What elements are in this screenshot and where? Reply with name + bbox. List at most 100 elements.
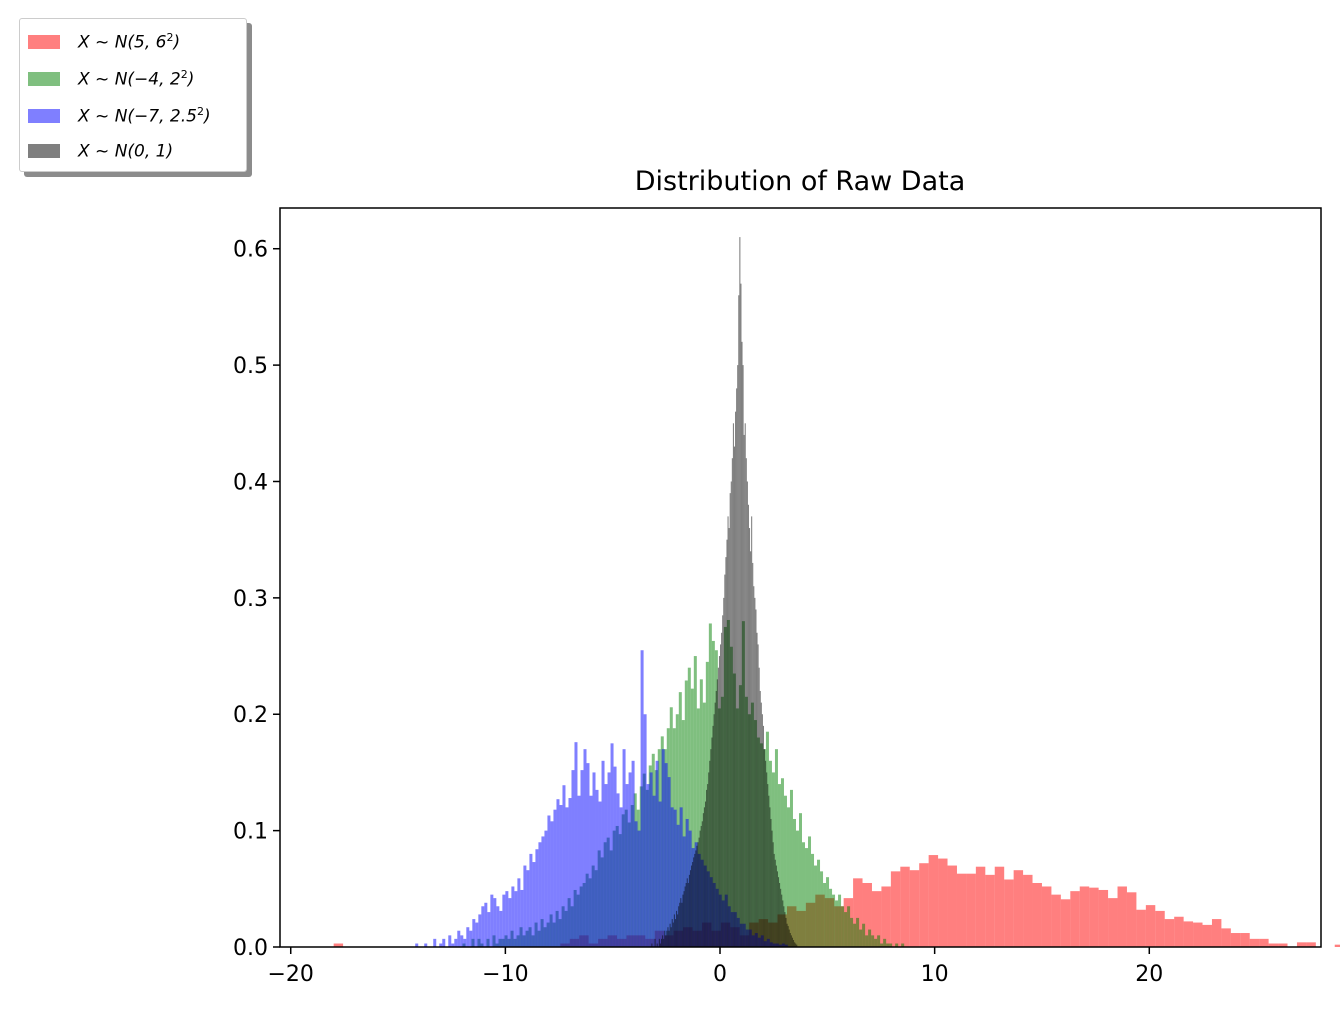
histogram-bar: [583, 749, 587, 947]
histogram-bar: [758, 667, 760, 947]
histogram-bar: [595, 789, 599, 947]
histogram-bar: [823, 882, 827, 947]
histogram-bar: [780, 778, 784, 947]
histogram-bar: [886, 943, 890, 947]
histogram-bar: [654, 938, 656, 947]
histogram-bar: [463, 938, 467, 947]
histogram-bar: [844, 912, 848, 947]
histogram-bar: [715, 690, 717, 947]
histogram-bar: [671, 919, 673, 947]
histogram-bar: [754, 597, 756, 947]
histogram-bar: [1155, 910, 1165, 947]
histogram-bar: [782, 900, 784, 947]
histogram-bar: [706, 789, 708, 947]
y-tick-label: 0.5: [233, 354, 268, 379]
histogram-bar: [693, 656, 697, 947]
histogram-bar: [676, 910, 678, 947]
histogram-bar: [717, 667, 719, 947]
histogram-bar: [663, 938, 665, 947]
histogram-bar: [649, 772, 653, 947]
histogram-bar: [796, 944, 798, 947]
legend-swatch-red: [28, 35, 60, 49]
histogram-bar: [703, 807, 705, 947]
histogram-bar: [619, 807, 623, 947]
histogram-bar: [829, 888, 833, 947]
histogram-bar: [776, 871, 778, 947]
histogram-bar: [680, 898, 682, 947]
histogram-bar: [740, 283, 742, 947]
histogram-bar: [877, 935, 881, 947]
histogram-bar: [514, 891, 518, 947]
histogram-bar: [742, 365, 744, 947]
legend-label-blue: X ~ N(−7, 2.52): [78, 105, 211, 127]
histogram-bar: [684, 886, 686, 947]
histogram-bar: [655, 760, 659, 947]
histogram-bar: [659, 943, 661, 947]
legend-label-red: X ~ N(5, 62): [78, 31, 181, 53]
histogram-bar: [752, 562, 754, 947]
histogram-bar: [586, 763, 590, 947]
histogram-bar: [720, 644, 722, 947]
histogram-bar: [847, 906, 851, 947]
histogram-bar: [802, 842, 805, 947]
histogram-bar: [767, 784, 769, 947]
histogram-bar: [511, 886, 515, 947]
histogram-bar: [699, 679, 703, 947]
histogram-bar: [643, 714, 647, 947]
histogram-bar: [686, 878, 688, 947]
histogram-bar: [689, 870, 692, 947]
histogram-bar: [1079, 886, 1090, 947]
histogram-bar: [556, 799, 560, 947]
histogram-bar: [1089, 887, 1099, 947]
histogram-bar: [637, 830, 641, 947]
histogram-bar: [457, 930, 461, 947]
histogram-bar: [568, 798, 572, 947]
histogram-bar: [669, 923, 671, 947]
histogram-bar: [795, 830, 799, 947]
histogram-bar: [598, 801, 602, 947]
histogram-bar: [784, 912, 786, 947]
legend-item-blue: X ~ N(−7, 2.52): [28, 105, 211, 127]
histogram-bar: [975, 866, 986, 947]
histogram-bar: [956, 873, 967, 947]
histogram-bar: [713, 714, 715, 947]
histogram-bar: [664, 930, 666, 947]
histogram-bar: [610, 743, 614, 947]
histogram-bar: [508, 898, 512, 947]
histogram-bar: [726, 539, 728, 947]
histogram-bar: [699, 830, 701, 947]
histogram-bar: [678, 906, 680, 947]
histogram-bar: [592, 772, 596, 947]
histogram-bar: [681, 720, 685, 947]
histogram-bar: [493, 898, 497, 947]
histogram-bar: [817, 859, 821, 947]
y-tick-label: 0.6: [233, 238, 268, 263]
histogram-bar: [1278, 943, 1288, 947]
histogram-bar: [668, 930, 670, 947]
histogram-bar: [756, 632, 758, 947]
histogram-bar: [439, 943, 443, 947]
histogram-bar: [722, 615, 724, 947]
histogram-bar: [712, 725, 714, 947]
histogram-bar: [538, 842, 542, 947]
histogram-bar: [631, 760, 635, 947]
histogram-bar: [783, 795, 787, 947]
histogram-bar: [738, 295, 740, 947]
histogram-bar: [685, 882, 687, 947]
histogram-bar: [883, 938, 887, 947]
histogram-bar: [580, 770, 584, 947]
y-tick-label: 0.2: [233, 703, 268, 728]
histogram-bar: [460, 935, 464, 947]
histogram-bar: [746, 481, 748, 947]
histogram-bar: [666, 930, 668, 947]
histogram-bar: [1230, 933, 1241, 947]
histogram-bar: [853, 923, 857, 947]
histogram-bar: [1145, 905, 1156, 947]
histogram-bar: [613, 766, 617, 947]
histogram-bar: [559, 805, 563, 947]
histogram-bar: [774, 749, 778, 947]
histogram-bar: [814, 865, 818, 947]
histogram-bar: [704, 801, 707, 947]
histogram-bar: [721, 632, 723, 947]
